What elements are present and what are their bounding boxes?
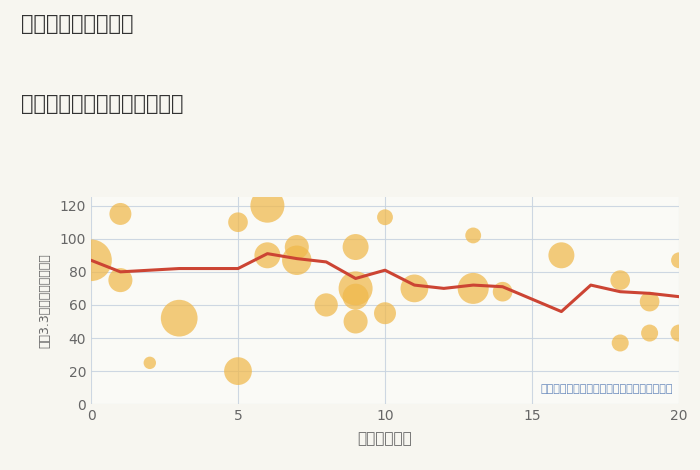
Point	[144, 359, 155, 367]
Point	[673, 329, 685, 337]
Point	[615, 276, 626, 284]
Point	[321, 301, 332, 309]
Point	[379, 213, 391, 221]
X-axis label: 駅距離（分）: 駅距離（分）	[358, 431, 412, 446]
Point	[85, 257, 97, 264]
Point	[350, 243, 361, 251]
Point	[350, 318, 361, 325]
Point	[262, 202, 273, 210]
Text: 駅距離別中古マンション価格: 駅距離別中古マンション価格	[21, 94, 183, 114]
Point	[468, 232, 479, 239]
Point	[409, 285, 420, 292]
Point	[468, 285, 479, 292]
Point	[497, 288, 508, 296]
Text: 円の大きさは、取引のあった物件面積を示す: 円の大きさは、取引のあった物件面積を示す	[540, 384, 673, 394]
Text: 三重県津市榊原町の: 三重県津市榊原町の	[21, 14, 134, 34]
Point	[379, 309, 391, 317]
Point	[262, 251, 273, 259]
Point	[644, 298, 655, 306]
Point	[174, 314, 185, 322]
Point	[115, 210, 126, 218]
Point	[115, 276, 126, 284]
Point	[644, 329, 655, 337]
Point	[291, 257, 302, 264]
Point	[673, 257, 685, 264]
Point	[232, 219, 244, 226]
Point	[350, 285, 361, 292]
Point	[350, 293, 361, 300]
Point	[291, 243, 302, 251]
Point	[232, 368, 244, 375]
Y-axis label: 坪（3.3㎡）単価（万円）: 坪（3.3㎡）単価（万円）	[38, 253, 51, 348]
Point	[556, 251, 567, 259]
Point	[615, 339, 626, 347]
